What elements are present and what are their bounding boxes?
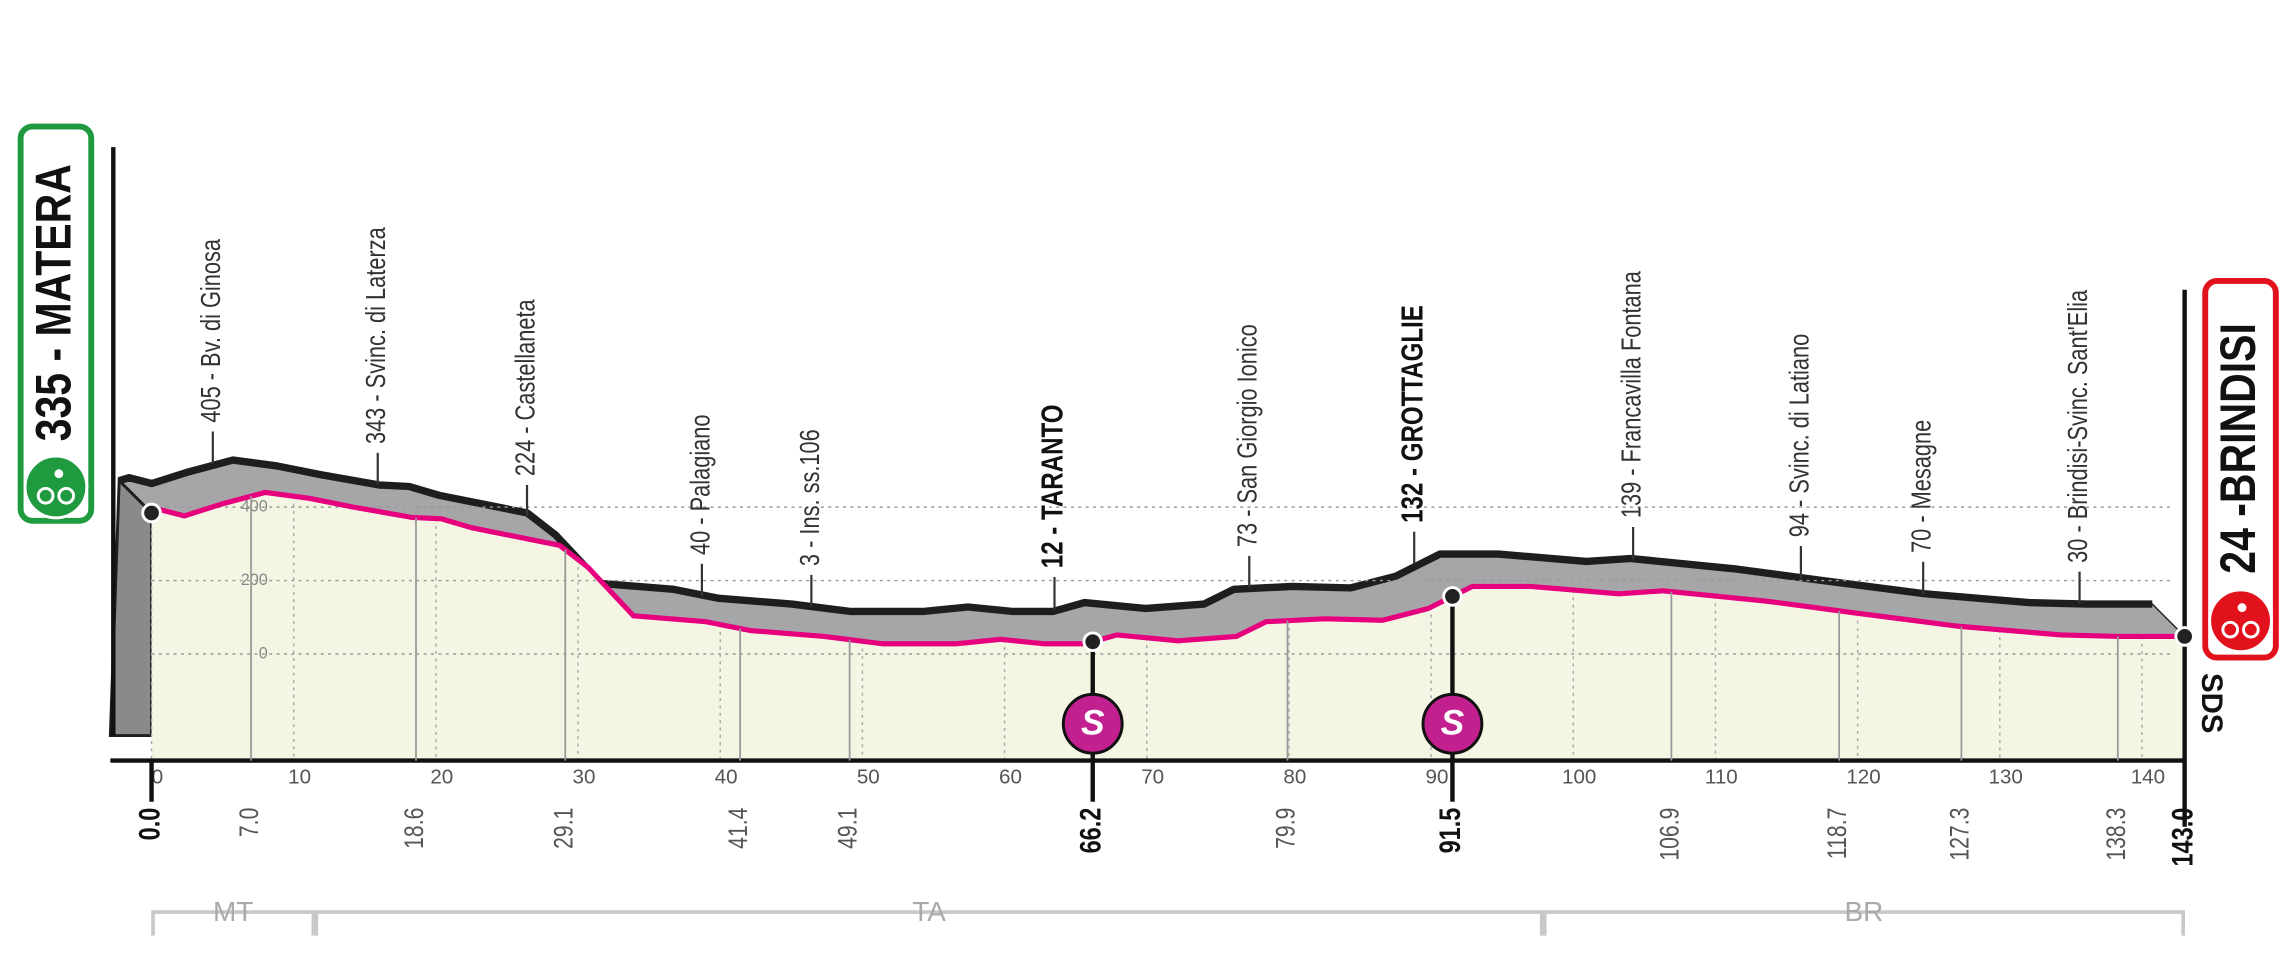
start-km-label: 0.0: [133, 808, 166, 841]
region-label: MT: [213, 896, 253, 927]
start-icon-wheel: [36, 486, 55, 505]
sprint-symbol: S: [1081, 704, 1105, 743]
km-label: 79.9: [1271, 808, 1301, 849]
x-tick-label: 40: [715, 766, 738, 789]
start-icon-wheel: [57, 486, 76, 505]
x-tick-label: 120: [1846, 766, 1880, 789]
km-label: 127.3: [1945, 808, 1975, 861]
x-tick-label: 100: [1562, 766, 1596, 789]
km-label: 29.1: [549, 808, 579, 849]
profile-face: [151, 492, 2185, 761]
x-tick-label: 90: [1426, 766, 1449, 789]
start-dot: [141, 502, 162, 524]
finish-icon-wheel: [2221, 620, 2240, 639]
x-tick-label: 130: [1989, 766, 2023, 789]
km-label: 138.3: [2102, 808, 2132, 861]
sprint-dot: [1082, 631, 1104, 653]
region-bracket: [1542, 910, 2186, 936]
x-tick-label: 110: [1705, 766, 1738, 789]
waypoint-label: 405 - Bv. di Ginosa: [196, 239, 227, 423]
start-icon: [23, 454, 89, 520]
waypoint-label: 224 - Castellaneta: [510, 299, 541, 476]
finish-icon-rider: [2237, 603, 2247, 612]
finish-icon-wheel: [2242, 620, 2260, 639]
x-tick-label: 20: [430, 766, 453, 789]
major-waypoint-label: 12 - TARANTO: [1035, 405, 1070, 569]
sprint-badge: [1421, 692, 1484, 755]
waypoint-label: 70 - Mesagne: [1906, 420, 1937, 553]
finish-icon: [2208, 588, 2273, 654]
waypoint-label: 73 - San Giorgio Ionico: [1232, 324, 1263, 547]
layer: 0 200 400 0 10 20 30 40 50 60 70 80 90 100 110 120 130 14…: [17, 123, 2279, 936]
y-tick-label: 200: [241, 571, 268, 589]
waypoint-label: 30 - Brindisi-Svinc. Sant'Elia: [2062, 290, 2093, 563]
finish-km-label: 143.0: [2166, 808, 2199, 867]
waypoint-label: 343 - Svinc. di Laterza: [361, 227, 392, 444]
major-waypoint-label: 132 - GROTTAGLIE: [1394, 305, 1429, 523]
x-tick-label: 80: [1283, 766, 1306, 789]
x-tick-label: 70: [1141, 766, 1164, 789]
start-badge: [17, 123, 95, 524]
km-label: 7.0: [235, 808, 265, 837]
waypoint-label: 3 - Ins. ss.106: [794, 429, 825, 566]
relief-edge: [118, 456, 2153, 616]
y-tick-label: 0: [259, 644, 268, 662]
y-tick-label: 400: [241, 497, 268, 515]
region-bracket: [151, 910, 316, 936]
finish-dot: [2174, 626, 2195, 647]
profile-line: [150, 489, 2185, 647]
waypoint-label: 94 - Svinc. di Latiano: [1784, 334, 1815, 537]
x-tick-label: 0: [152, 766, 163, 789]
x-tick-label: 60: [999, 766, 1022, 789]
region-bracket: [314, 910, 1544, 936]
km-label: 118.7: [1823, 808, 1853, 859]
x-tick-label: 30: [573, 766, 596, 789]
waypoint-label: 139 - Francavilla Fontana: [1616, 271, 1647, 518]
region-label: BR: [1845, 896, 1884, 927]
x-tick-label: 140: [2131, 766, 2165, 789]
start-label: 335 - MATERA: [26, 164, 82, 441]
logo: SDS: [2195, 673, 2228, 733]
start-icon-rider: [54, 469, 64, 479]
finish-label: 24 -BRINDISI: [2210, 323, 2266, 574]
sprint-badge: [1061, 692, 1124, 755]
x-tick-label: 10: [288, 766, 311, 789]
x-tick-label: 50: [857, 766, 880, 789]
km-label: 49.1: [833, 808, 863, 849]
waypoint-label: 40 - Palagiano: [685, 414, 716, 555]
sprint-symbol: S: [1441, 704, 1465, 743]
region-label: TA: [912, 896, 946, 927]
sprint-dot: [1442, 586, 1463, 607]
km-label: 106.9: [1655, 808, 1685, 861]
km-label: 41.4: [724, 808, 754, 849]
finish-badge: [2202, 278, 2279, 661]
major-km-label: 91.5: [1434, 807, 1467, 853]
major-km-label: 66.2: [1074, 808, 1107, 854]
km-label: 18.6: [400, 808, 430, 849]
